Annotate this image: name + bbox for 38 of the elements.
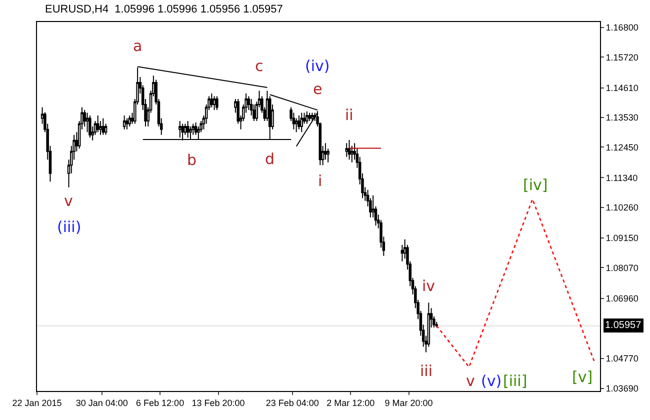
annotation: ii [345, 106, 354, 124]
x-tick-label: 6 Feb 12:00 [136, 398, 184, 408]
annotation: c [255, 57, 264, 75]
y-tick-label: 1.16800 [606, 22, 638, 33]
annotation: [v] [572, 368, 593, 386]
annotation: i [318, 172, 322, 190]
y-tick-label: 1.11340 [606, 172, 638, 183]
y-tick-label: 1.04770 [606, 354, 638, 364]
annotation: iv [422, 277, 436, 295]
annotation: d [265, 150, 275, 168]
x-tick-label: 13 Feb 20:00 [192, 398, 245, 408]
y-tick-label: 1.12450 [606, 142, 638, 152]
y-tick-label: 1.03690 [606, 383, 638, 394]
annotation: e [313, 80, 322, 98]
annotation: b [187, 151, 197, 169]
annotation: a [133, 37, 142, 55]
y-tick-label: 1.14610 [606, 82, 638, 93]
annotation: iii [420, 362, 433, 380]
chart-title: EURUSD,H4 1.05996 1.05996 1.05956 1.05957 [45, 4, 283, 16]
x-tick-label: 23 Feb 04:00 [266, 398, 319, 408]
y-tick-label: 1.13530 [606, 112, 638, 123]
annotation: (iv) [305, 57, 330, 75]
y-tick-label: 1.06960 [606, 293, 638, 304]
x-tick-label: 9 Mar 20:00 [384, 398, 433, 408]
annotation: (iii) [57, 218, 82, 236]
x-tick-label: 30 Jan 04:00 [76, 398, 128, 408]
x-tick-label: 2 Mar 12:00 [326, 398, 375, 408]
annotation: [iii] [503, 372, 528, 390]
x-tick-label: 22 Jan 2015 [12, 398, 62, 408]
annotation: v [64, 192, 73, 210]
y-tick-label: 1.15720 [606, 52, 638, 62]
ref-line-label: 1.05957 [605, 320, 642, 331]
y-tick-label: 1.10260 [606, 202, 638, 213]
annotation: v [466, 372, 475, 390]
y-tick-label: 1.08070 [606, 262, 638, 273]
annotation: [iv] [523, 176, 548, 194]
y-tick-label: 1.09150 [606, 233, 638, 244]
annotation: (v) [481, 372, 502, 390]
